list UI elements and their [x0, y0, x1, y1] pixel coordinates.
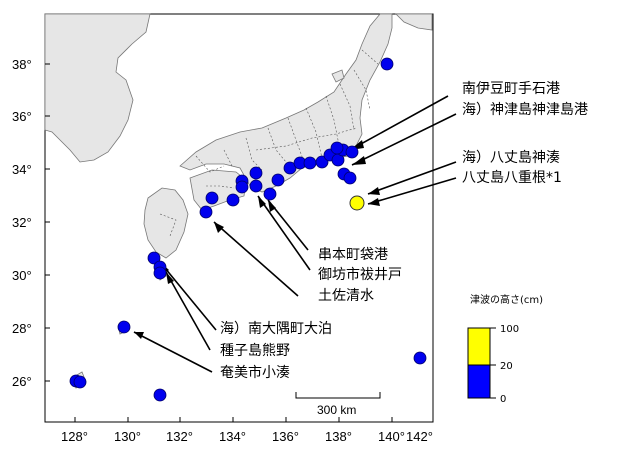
- place-labels: 南伊豆町手石港 海）神津島神津島港 海）八丈島神湊 八丈島八重根*1 串本町袋港…: [220, 81, 588, 381]
- x-tick-132: 132°: [166, 429, 193, 444]
- obs-point: [226, 193, 240, 207]
- label-minamiizu: 南伊豆町手石港: [462, 81, 560, 97]
- legend: 津波の高さ(cm) 100 20 0: [467, 293, 543, 405]
- x-tick-140: 140°: [378, 429, 405, 444]
- obs-point: [249, 166, 263, 180]
- kyushu: [143, 187, 189, 259]
- x-tick-138: 138°: [325, 429, 352, 444]
- x-axis-ticks: 128° 130° 132° 134° 136° 138° 140° 142°: [61, 417, 433, 444]
- x-tick-128: 128°: [61, 429, 88, 444]
- y-tick-26: 26°: [12, 374, 32, 389]
- label-amami: 奄美市小湊: [220, 364, 290, 381]
- label-kozushima: 海）神津島神津島港: [462, 102, 588, 118]
- obs-point: [345, 145, 359, 159]
- arrow-tosashimizu: [213, 221, 299, 297]
- arrow-minamiizu: [349, 95, 449, 151]
- obs-point: [205, 191, 219, 205]
- y-tick-28: 28°: [12, 321, 32, 336]
- hokkaido: [395, 13, 433, 31]
- label-minamiosumi: 海）南大隅町大泊: [220, 321, 332, 337]
- arrow-tanegashima: [165, 271, 211, 351]
- obs-point: [413, 351, 427, 365]
- legend-label-20: 20: [500, 361, 513, 372]
- obs-point: [271, 173, 285, 187]
- y-axis-ticks: 38° 36° 34° 32° 30° 28° 26°: [12, 57, 50, 389]
- y-tick-38: 38°: [12, 57, 32, 72]
- arrow-yaene: [367, 177, 457, 205]
- obs-point: [147, 251, 161, 265]
- label-tosashimizu: 土佐清水: [318, 288, 374, 304]
- x-tick-134: 134°: [219, 429, 246, 444]
- obs-point-high: [349, 195, 365, 211]
- arrow-kaminato: [367, 161, 457, 195]
- legend-band-low: [467, 364, 491, 399]
- scale-bar-label: 300 km: [317, 403, 356, 417]
- obs-point: [199, 205, 213, 219]
- x-tick-142: 142°: [406, 429, 433, 444]
- obs-point: [235, 180, 249, 194]
- obs-point: [73, 375, 87, 389]
- label-tanegashima: 種子島熊野: [220, 343, 290, 359]
- label-kushimoto: 串本町袋港: [318, 247, 388, 263]
- obs-point: [303, 156, 317, 170]
- obs-point: [117, 320, 131, 334]
- obs-point: [343, 171, 357, 185]
- legend-band-high: [467, 327, 491, 366]
- y-tick-34: 34°: [12, 162, 32, 177]
- obs-point: [330, 141, 344, 155]
- obs-point: [315, 155, 329, 169]
- observation-points: [69, 57, 427, 402]
- obs-point: [380, 57, 394, 71]
- y-tick-30: 30°: [12, 268, 32, 283]
- obs-point: [283, 161, 297, 175]
- y-tick-36: 36°: [12, 109, 32, 124]
- arrows: [133, 95, 457, 373]
- legend-title: 津波の高さ(cm): [470, 293, 543, 306]
- y-tick-32: 32°: [12, 215, 32, 230]
- korean-peninsula: [44, 13, 151, 163]
- label-hachijo-yaene: 八丈島八重根*1: [462, 170, 562, 186]
- x-tick-130: 130°: [114, 429, 141, 444]
- label-gobo: 御坊市祓井戸: [318, 266, 402, 283]
- x-tick-136: 136°: [272, 429, 299, 444]
- label-hachijo-kaminato: 海）八丈島神湊: [462, 149, 560, 166]
- obs-point: [249, 179, 263, 193]
- prefecture-borders: [159, 49, 379, 237]
- arrow-minamiosumi: [159, 261, 217, 331]
- scale-bar: 300 km: [295, 392, 381, 417]
- obs-point: [263, 187, 277, 201]
- obs-point: [153, 388, 167, 402]
- arrow-gobo: [257, 195, 311, 271]
- legend-label-100: 100: [500, 324, 519, 335]
- legend-label-0: 0: [500, 394, 506, 405]
- obs-point: [153, 266, 167, 280]
- arrow-amami: [133, 331, 213, 373]
- arrow-kozushima: [351, 113, 457, 166]
- sado-island: [331, 69, 345, 83]
